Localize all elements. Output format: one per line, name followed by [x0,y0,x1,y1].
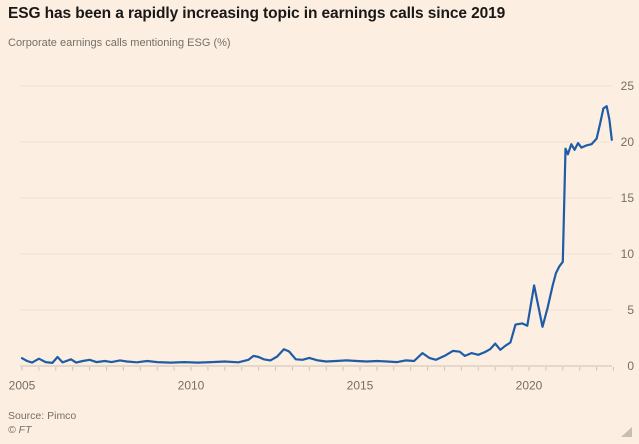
y-axis-label: 5 [627,303,634,317]
x-axis-label: 2005 [9,379,36,393]
y-axis-label: 25 [621,79,635,93]
y-axis-label: 20 [621,135,635,149]
x-axis-labels: 2005 2010 2015 2020 [9,379,543,393]
page-subtitle: Corporate earnings calls mentioning ESG … [8,37,231,49]
series-line [20,105,613,364]
x-axis-ticks [21,367,614,371]
ft-copyright: © FT [8,424,32,436]
source-label: Source: Pimco [8,410,77,422]
page-title: ESG has been a rapidly increasing topic … [8,5,506,22]
resize-grip-icon[interactable] [621,427,632,437]
gridlines [20,85,612,367]
y-axis-labels: 0 5 10 15 20 25 [621,79,635,373]
y-axis-label: 0 [627,359,634,373]
esg-mentions-line [20,105,613,364]
y-axis-label: 10 [621,247,635,261]
x-axis-label: 2020 [516,379,543,393]
x-axis-label: 2015 [347,379,374,393]
x-axis-label: 2010 [178,379,205,393]
y-axis-label: 15 [621,191,635,205]
